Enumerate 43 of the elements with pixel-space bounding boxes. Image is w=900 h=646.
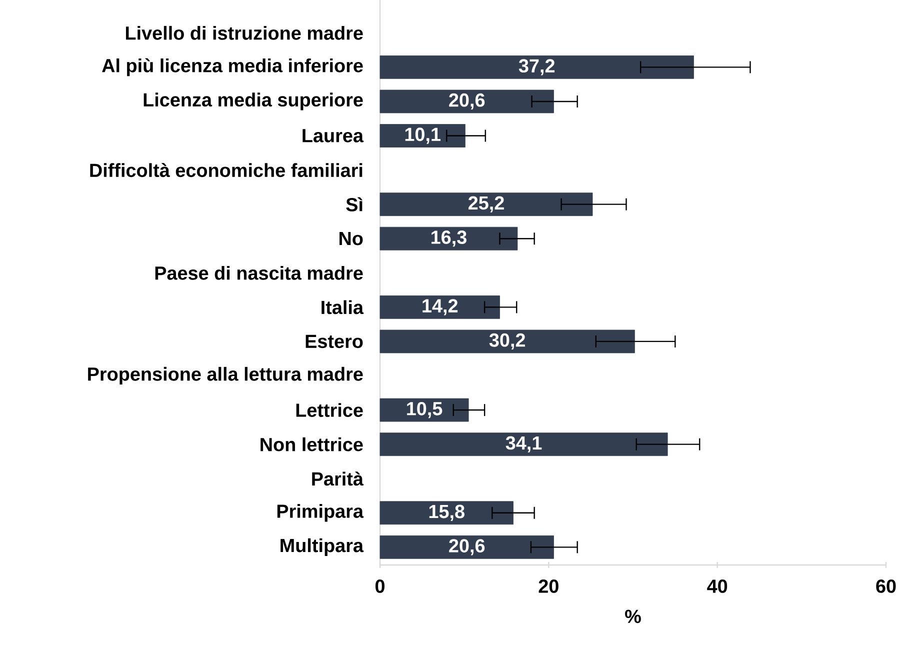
bar xyxy=(380,535,554,559)
bar xyxy=(380,398,469,422)
x-tick-label: 40 xyxy=(707,580,728,593)
y-tick-label: Propensione alla lettura madre xyxy=(88,366,363,385)
bar xyxy=(380,124,466,148)
data-label: 34,1 xyxy=(506,436,542,452)
bar xyxy=(380,90,554,114)
y-tick-label: Al più licenza media inferiore xyxy=(102,58,363,76)
bar xyxy=(380,192,593,216)
bar xyxy=(380,55,694,79)
bar xyxy=(380,330,635,354)
y-tick-label: Italia xyxy=(322,300,364,314)
x-tick-label: 0 xyxy=(375,580,384,593)
data-label: 10,1 xyxy=(405,128,440,144)
y-tick-label: Paese di nascita madre xyxy=(155,266,363,280)
y-tick-label: Lettrice xyxy=(296,403,363,417)
y-tick-label: Primipara xyxy=(277,504,364,522)
y-tick-label: Estero xyxy=(306,334,363,348)
data-label: 25,2 xyxy=(468,196,504,212)
bar xyxy=(380,501,514,525)
y-tick-label: Parità xyxy=(312,472,364,486)
y-tick-label: Laurea xyxy=(302,129,364,142)
bar xyxy=(380,432,668,456)
bar xyxy=(380,295,500,319)
data-label: 15,8 xyxy=(429,504,464,521)
bar xyxy=(380,226,518,250)
y-tick-label: Sì xyxy=(346,197,362,212)
y-tick-label: Difficoltà economiche familiari xyxy=(90,163,362,178)
data-label: 30,2 xyxy=(489,333,526,350)
data-label: 20,6 xyxy=(449,93,485,110)
y-tick-label: No xyxy=(340,232,363,246)
data-label: 10,5 xyxy=(407,402,442,418)
data-label: 37,2 xyxy=(518,59,555,76)
data-label: 16,3 xyxy=(432,230,466,247)
y-tick-label: Livello di istruzione madre xyxy=(126,26,363,40)
y-tick-label: Non lettrice xyxy=(260,437,363,452)
data-label: 14,2 xyxy=(422,299,458,316)
x-tick-label: 60 xyxy=(876,580,896,593)
x-tick-label: 20 xyxy=(538,580,558,593)
data-label: 20,6 xyxy=(449,539,485,556)
y-tick-label: Multipara xyxy=(280,538,364,556)
x-axis-title: % xyxy=(625,610,641,624)
y-tick-label: Licenza media superiore xyxy=(144,92,363,110)
